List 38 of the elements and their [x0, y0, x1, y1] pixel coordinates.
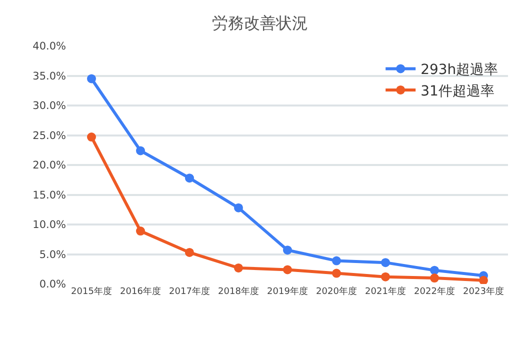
y-tick-label: 5.0%	[39, 248, 66, 261]
legend-label: 293h超過率	[420, 62, 498, 78]
x-tick-label: 2020年度	[316, 286, 357, 297]
x-tick-label: 2017年度	[169, 286, 210, 297]
x-tick-label: 2016年度	[120, 286, 161, 297]
point	[136, 146, 145, 156]
x-tick-label: 2018年度	[218, 286, 259, 297]
point	[283, 265, 292, 274]
point	[136, 226, 145, 236]
point	[479, 276, 488, 284]
y-tick-label: 40.0%	[32, 40, 66, 53]
point	[234, 203, 243, 212]
legend-label: 31件超過率	[420, 83, 494, 100]
point	[87, 132, 96, 142]
point	[234, 263, 243, 272]
point	[381, 272, 390, 282]
point	[185, 174, 194, 183]
x-tick-label: 2019年度	[267, 286, 308, 297]
y-tick-label: 30.0%	[32, 100, 66, 112]
point	[185, 248, 194, 257]
point	[381, 258, 390, 268]
y-tick-label: 20.0%	[32, 160, 66, 172]
y-tick-label: 15.0%	[32, 189, 66, 202]
point	[332, 256, 341, 266]
x-tick-label: 2023年度	[463, 286, 504, 297]
x-tick-label: 2015年度	[71, 286, 112, 297]
point	[283, 246, 292, 255]
point	[430, 274, 439, 283]
y-tick-label: 25.0%	[32, 130, 66, 142]
x-tick-label: 2022年度	[414, 286, 455, 297]
y-tick-label: 35.0%	[32, 70, 66, 82]
point	[87, 74, 96, 84]
chart-title: 労務改善状況	[212, 13, 308, 32]
y-tick-label: 10.0%	[32, 219, 66, 232]
x-tick-label: 2021年度	[365, 286, 406, 297]
point	[332, 268, 341, 278]
y-tick-label: 0.0%	[39, 278, 66, 291]
point	[430, 266, 439, 275]
